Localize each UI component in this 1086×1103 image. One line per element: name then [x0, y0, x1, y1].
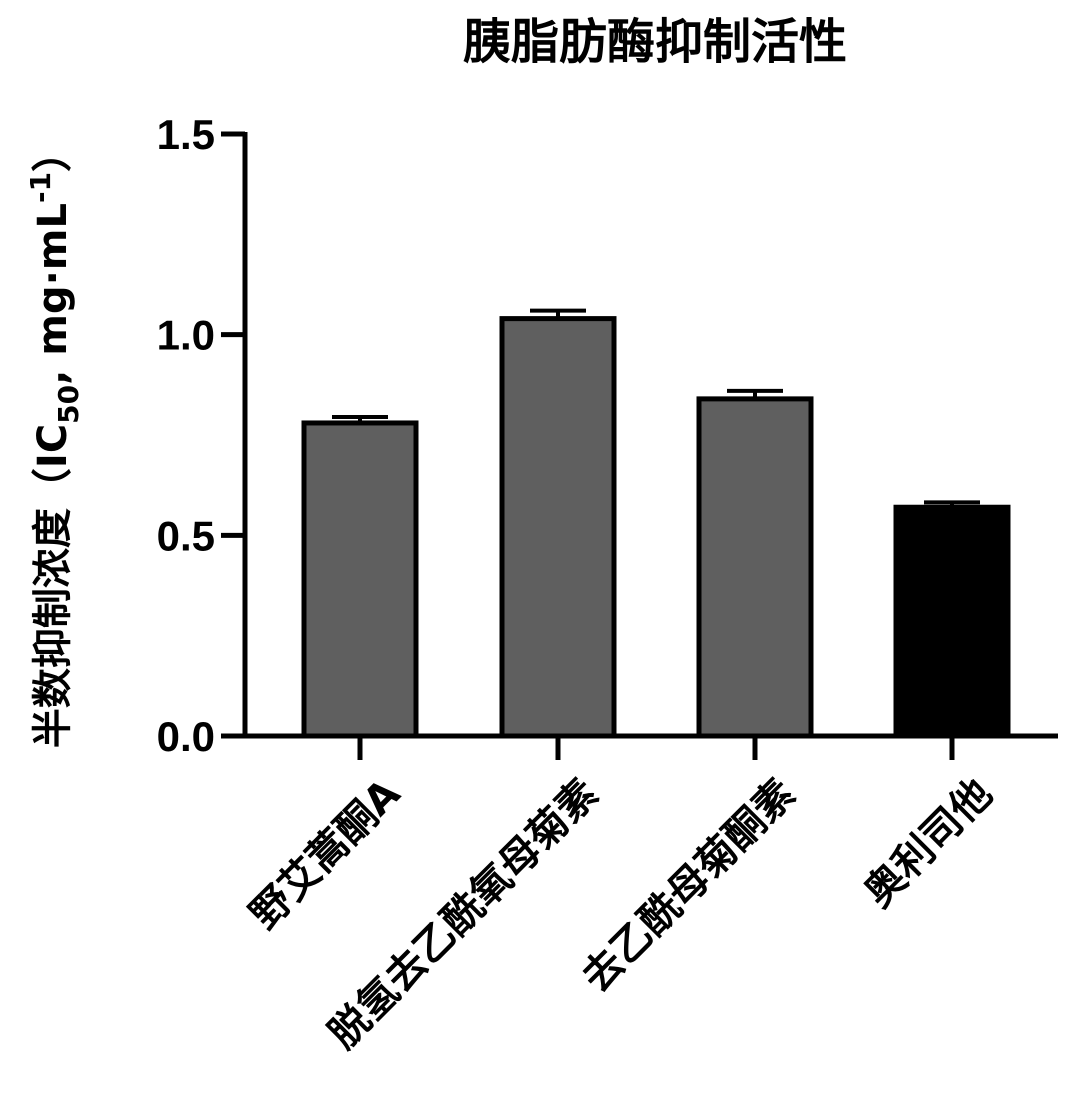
x-tick-label: 奥利司他 [855, 771, 1001, 917]
bars-layer [301, 308, 1011, 739]
bar [893, 504, 1011, 739]
y-axis-title-subscript: 50 [52, 385, 85, 424]
bar [696, 396, 814, 739]
x-tick-label: 野艾蒿酮A [242, 771, 410, 939]
y-axis-title: 半数抑制浓度（IC50, mg·mL-1） [24, 132, 85, 748]
y-tick-label: 0.0 [157, 713, 215, 760]
y-tick-label: 1.5 [157, 111, 215, 158]
bar [301, 420, 419, 739]
y-axis-title-main: 半数抑制浓度（IC [30, 424, 76, 748]
y-axis-title-unit: , mg·mL [30, 203, 76, 385]
axes-layer [221, 131, 1058, 760]
bar [499, 316, 617, 739]
y-tick-label: 0.5 [157, 512, 215, 559]
y-tick-label: 1.0 [157, 312, 215, 359]
y-axis-title-end: ） [30, 132, 76, 172]
chart-title: 胰脂肪酶抑制活性 [463, 14, 847, 70]
x-tick-label: 去乙酰母菊酮素 [574, 771, 805, 1002]
y-axis-title-superscript: -1 [24, 172, 57, 203]
